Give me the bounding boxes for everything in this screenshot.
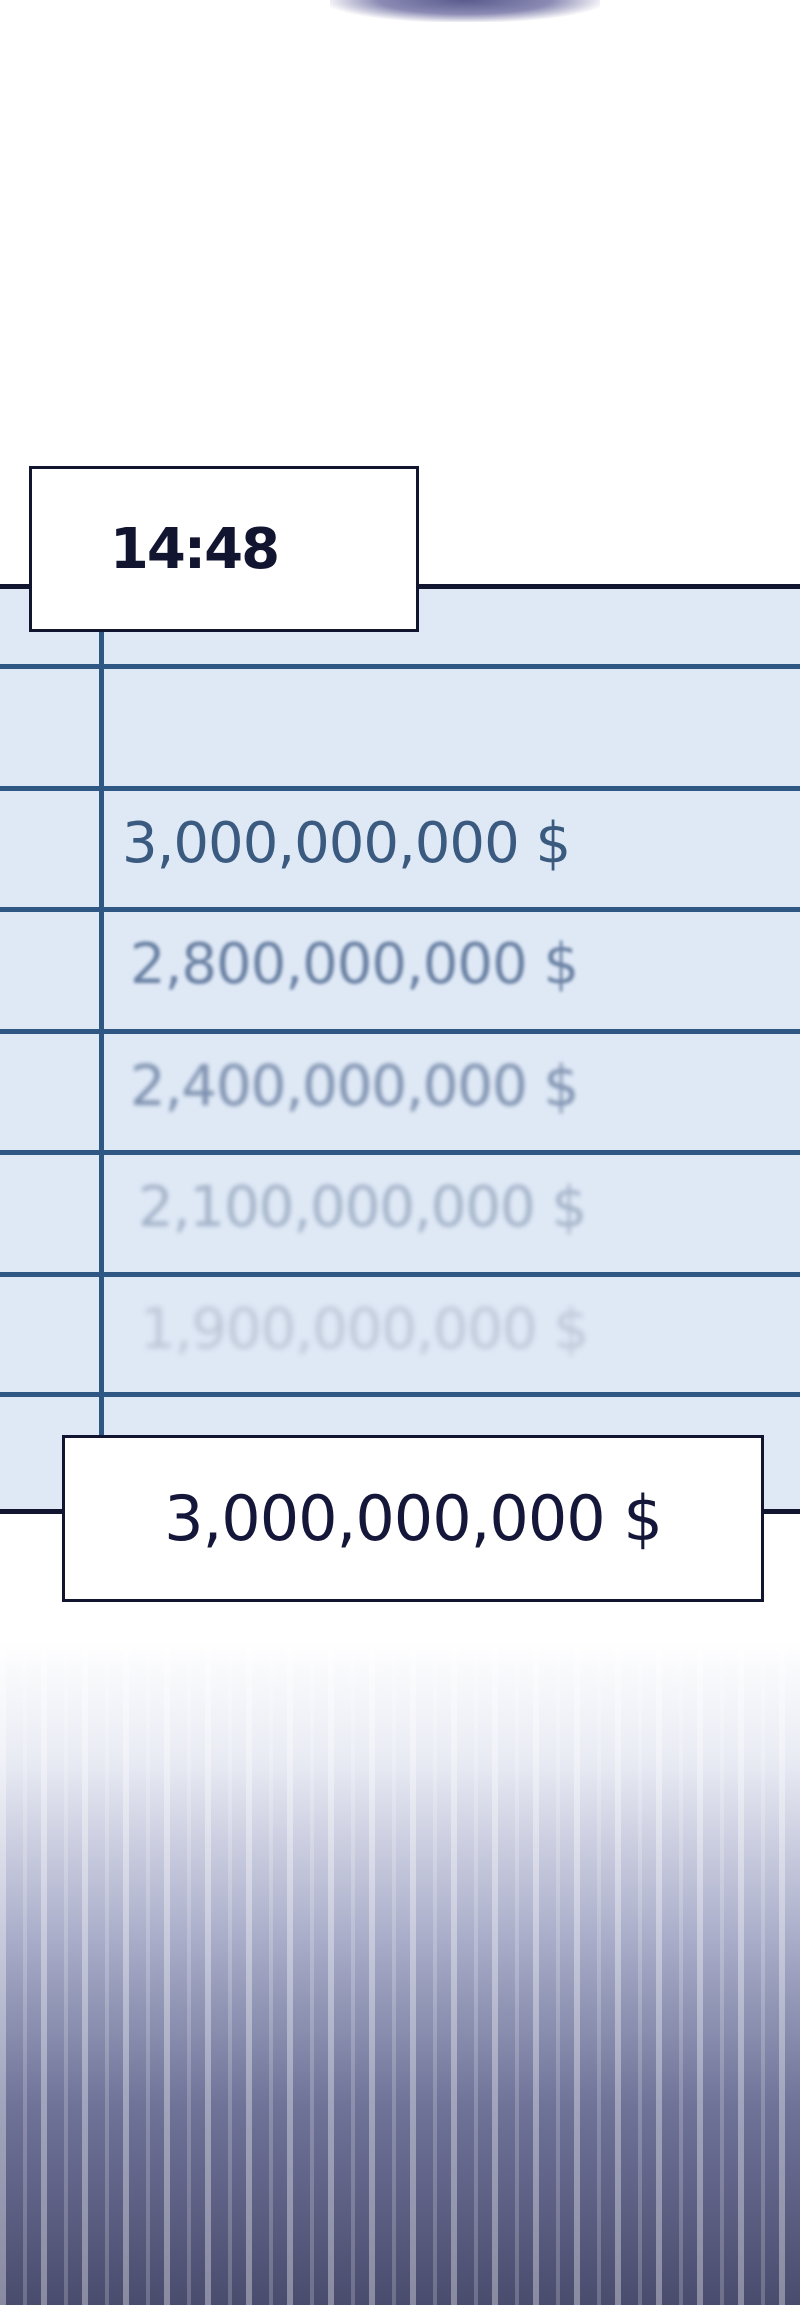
- row-divider: [0, 664, 800, 669]
- row-divider: [0, 1150, 800, 1155]
- table-row-value: 1,900,000,000 $: [140, 1297, 589, 1362]
- timestamp: 14:48: [109, 516, 280, 582]
- table-row-value: 3,000,000,000 $: [122, 811, 571, 876]
- table-row-value: 2,100,000,000 $: [138, 1175, 587, 1240]
- row-divider: [0, 1392, 800, 1397]
- hair-art: [330, 0, 600, 22]
- row-divider: [0, 907, 800, 912]
- row-divider: [0, 1029, 800, 1034]
- table-row-value: 2,800,000,000 $: [130, 932, 579, 997]
- row-divider: [0, 1272, 800, 1277]
- highlight-value-box: 3,000,000,000 $: [62, 1435, 764, 1602]
- timestamp-box: 14:48: [29, 466, 419, 632]
- price-table: 3,000,000,000 $ 2,800,000,000 $ 2,400,00…: [0, 584, 800, 1514]
- row-divider: [0, 786, 800, 791]
- highlight-value: 3,000,000,000 $: [164, 1482, 663, 1555]
- speed-lines-background: [0, 1640, 800, 2305]
- column-divider: [99, 589, 104, 1509]
- table-row-value: 2,400,000,000 $: [130, 1054, 579, 1119]
